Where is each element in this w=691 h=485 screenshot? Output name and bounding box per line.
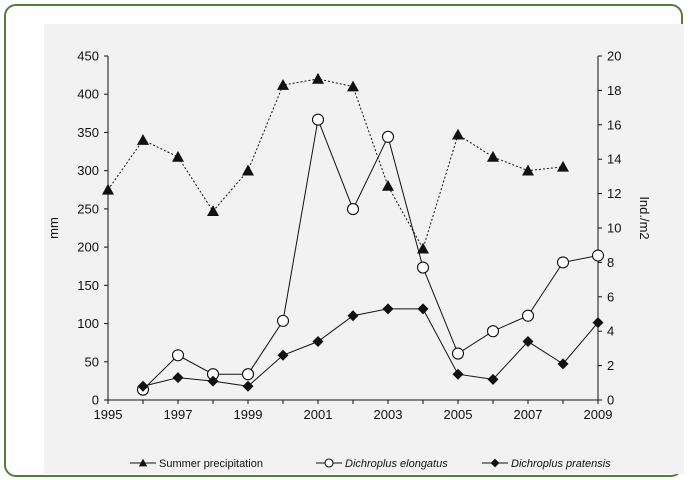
data-point <box>522 164 534 176</box>
y-right-tick-label: 2 <box>607 358 614 373</box>
y-right-tick-label: 20 <box>607 49 621 64</box>
data-point <box>137 380 149 392</box>
legend-marker <box>138 458 148 467</box>
y-right-tick-label: 6 <box>607 289 614 304</box>
legend-entry: Summer precipitation <box>130 458 263 470</box>
y-left-tick-label: 300 <box>77 163 99 178</box>
data-point <box>277 79 289 90</box>
data-point <box>347 310 359 322</box>
data-point <box>486 325 500 338</box>
y-left-tick-label: 50 <box>85 354 99 369</box>
series-line <box>107 78 564 250</box>
y-left-tick-label: 100 <box>77 316 99 331</box>
y-left-axis-title: mm <box>46 217 61 239</box>
y-left-tick-label: 350 <box>77 125 99 140</box>
legend-label: Dichroplus elongatus <box>345 458 448 470</box>
data-point <box>591 249 605 262</box>
data-point <box>171 349 185 362</box>
data-point <box>557 358 569 370</box>
data-point <box>382 303 394 315</box>
legend-marker <box>324 458 334 468</box>
legend-marker <box>490 458 500 468</box>
data-point <box>452 128 464 140</box>
data-point <box>487 150 499 162</box>
plot-card <box>44 24 684 474</box>
x-tick-label: 1995 <box>94 407 123 422</box>
axes-layer: 1995 1997 1999 2001 2003 2005 2007 200905010015… <box>46 49 652 423</box>
x-tick-label: 1997 <box>164 407 193 422</box>
y-right-tick-label: 18 <box>607 83 621 98</box>
figure-frame <box>4 4 684 477</box>
y-left-tick-label: 150 <box>77 278 99 293</box>
y-right-tick-label: 0 <box>607 393 614 408</box>
data-point <box>276 314 290 327</box>
y-right-tick-label: 14 <box>607 152 621 167</box>
y-left-tick-label: 0 <box>92 393 99 408</box>
data-point <box>521 309 535 322</box>
y-right-tick-label: 10 <box>607 221 621 236</box>
data-point <box>172 150 184 162</box>
y-right-tick-label: 8 <box>607 255 614 270</box>
series-dichroplus-elongatus <box>136 113 605 396</box>
data-point <box>102 183 114 195</box>
x-tick-label: 2005 <box>444 407 473 422</box>
data-point <box>592 317 604 329</box>
data-point <box>207 375 219 387</box>
data-point <box>346 203 360 216</box>
legend-label: Summer precipitation <box>159 458 263 470</box>
legend-label: Dichroplus pratensis <box>511 458 611 470</box>
data-point <box>277 349 289 361</box>
series-layer <box>102 72 605 396</box>
data-point <box>312 72 324 84</box>
data-point <box>451 347 465 360</box>
data-point <box>487 373 499 385</box>
x-tick-label: 2001 <box>304 407 333 422</box>
data-point <box>311 113 325 126</box>
x-tick-label: 1999 <box>234 407 263 422</box>
x-tick-label: 2003 <box>374 407 403 422</box>
y-left-tick-label: 450 <box>77 49 99 64</box>
legend-layer: Summer precipitation Dichroplus elongatus… <box>130 458 611 470</box>
data-point <box>556 256 570 269</box>
x-tick-label: 2007 <box>514 407 543 422</box>
legend-entry: Dichroplus elongatus <box>316 458 448 470</box>
series-line <box>142 117 599 391</box>
legend-entry: Dichroplus pratensis <box>482 458 611 470</box>
data-point <box>417 303 429 315</box>
y-left-tick-label: 400 <box>77 87 99 102</box>
data-point <box>557 160 569 172</box>
y-right-tick-label: 16 <box>607 117 621 132</box>
data-point <box>241 368 255 381</box>
data-point <box>312 336 324 348</box>
data-point <box>242 380 254 392</box>
series-line <box>142 308 599 387</box>
data-point <box>452 368 464 380</box>
data-point <box>207 205 219 216</box>
x-tick-label: 2009 <box>584 407 613 422</box>
series-summer-precipitation <box>102 72 569 254</box>
data-point <box>172 372 184 384</box>
data-point <box>242 164 254 176</box>
y-right-axis-title: Ind./m2 <box>637 196 652 239</box>
data-point <box>417 242 429 254</box>
y-right-tick-label: 4 <box>607 324 614 339</box>
data-point <box>382 179 394 191</box>
y-left-tick-label: 200 <box>77 240 99 255</box>
data-point <box>137 134 149 145</box>
y-right-tick-label: 12 <box>607 186 621 201</box>
data-point <box>416 261 430 274</box>
y-left-tick-label: 250 <box>77 201 99 216</box>
series-dichroplus-pratensis <box>137 303 604 392</box>
data-point <box>381 130 395 143</box>
data-point <box>522 336 534 348</box>
data-point <box>347 80 359 92</box>
